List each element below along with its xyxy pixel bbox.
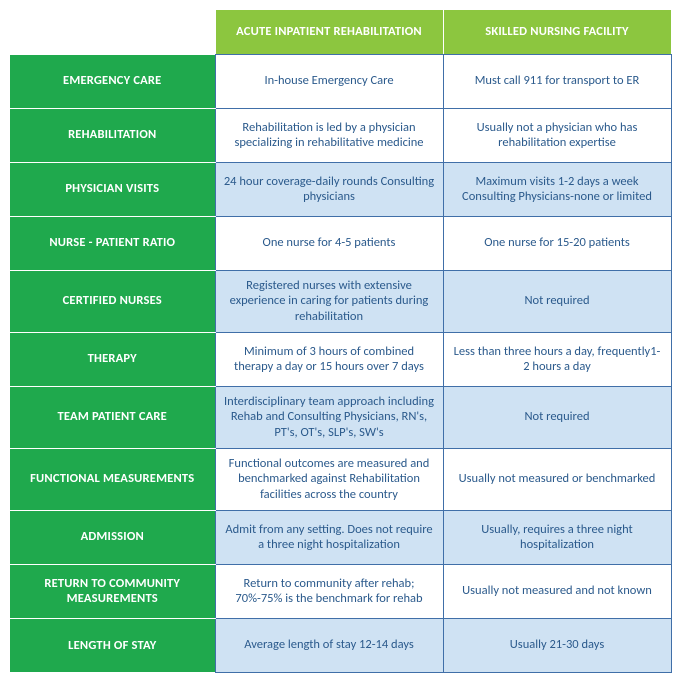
table-row: PHYSICIAN VISITS24 hour coverage-daily r… <box>10 162 671 216</box>
cell: One nurse for 4-5 patients <box>215 216 443 270</box>
col-header-snf: SKILLED NURSING FACILITY <box>443 10 671 54</box>
col-header-acute: ACUTE INPATIENT REHABILITATION <box>215 10 443 54</box>
cell: 24 hour coverage-daily rounds Consulting… <box>215 162 443 216</box>
comparison-table: ACUTE INPATIENT REHABILITATION SKILLED N… <box>10 10 672 673</box>
cell: Not required <box>443 386 671 448</box>
table-row: FUNCTIONAL MEASUREMENTSFunctional outcom… <box>10 448 671 510</box>
row-header: THERAPY <box>10 332 215 386</box>
table-body: EMERGENCY CAREIn-house Emergency CareMus… <box>10 54 671 672</box>
row-header: EMERGENCY CARE <box>10 54 215 108</box>
cell: Admit from any setting. Does not require… <box>215 510 443 564</box>
table-row: TEAM PATIENT CAREInterdisciplinary team … <box>10 386 671 448</box>
row-header: LENGTH OF STAY <box>10 618 215 672</box>
cell: Usually not measured and not known <box>443 564 671 618</box>
table-row: RETURN TO COMMUNITY MEASUREMENTSReturn t… <box>10 564 671 618</box>
cell: In-house Emergency Care <box>215 54 443 108</box>
row-header: NURSE - PATIENT RATIO <box>10 216 215 270</box>
row-header: ADMISSION <box>10 510 215 564</box>
cell: One nurse for 15-20 patients <box>443 216 671 270</box>
cell: Must call 911 for transport to ER <box>443 54 671 108</box>
cell: Usually not a physician who has rehabili… <box>443 108 671 162</box>
cell: Rehabilitation is led by a physician spe… <box>215 108 443 162</box>
table-row: ADMISSIONAdmit from any setting. Does no… <box>10 510 671 564</box>
cell: Usually 21-30 days <box>443 618 671 672</box>
row-header: REHABILITATION <box>10 108 215 162</box>
row-header: FUNCTIONAL MEASUREMENTS <box>10 448 215 510</box>
row-header: CERTIFIED NURSES <box>10 270 215 332</box>
row-header: RETURN TO COMMUNITY MEASUREMENTS <box>10 564 215 618</box>
cell: Not required <box>443 270 671 332</box>
cell: Functional outcomes are measured and ben… <box>215 448 443 510</box>
table-row: EMERGENCY CAREIn-house Emergency CareMus… <box>10 54 671 108</box>
corner-cell <box>10 10 215 54</box>
table-row: NURSE - PATIENT RATIOOne nurse for 4-5 p… <box>10 216 671 270</box>
row-header: TEAM PATIENT CARE <box>10 386 215 448</box>
row-header: PHYSICIAN VISITS <box>10 162 215 216</box>
cell: Usually not measured or benchmarked <box>443 448 671 510</box>
table-row: THERAPYMinimum of 3 hours of combined th… <box>10 332 671 386</box>
cell: Minimum of 3 hours of combined therapy a… <box>215 332 443 386</box>
header-row: ACUTE INPATIENT REHABILITATION SKILLED N… <box>10 10 671 54</box>
table-row: LENGTH OF STAYAverage length of stay 12-… <box>10 618 671 672</box>
cell: Interdisciplinary team approach includin… <box>215 386 443 448</box>
cell: Usually, requires a three night hospital… <box>443 510 671 564</box>
table-row: REHABILITATIONRehabilitation is led by a… <box>10 108 671 162</box>
cell: Less than three hours a day, frequently1… <box>443 332 671 386</box>
cell: Maximum visits 1-2 days a week Consultin… <box>443 162 671 216</box>
cell: Average length of stay 12-14 days <box>215 618 443 672</box>
table-row: CERTIFIED NURSESRegistered nurses with e… <box>10 270 671 332</box>
cell: Registered nurses with extensive experie… <box>215 270 443 332</box>
cell: Return to community after rehab; 70%-75%… <box>215 564 443 618</box>
